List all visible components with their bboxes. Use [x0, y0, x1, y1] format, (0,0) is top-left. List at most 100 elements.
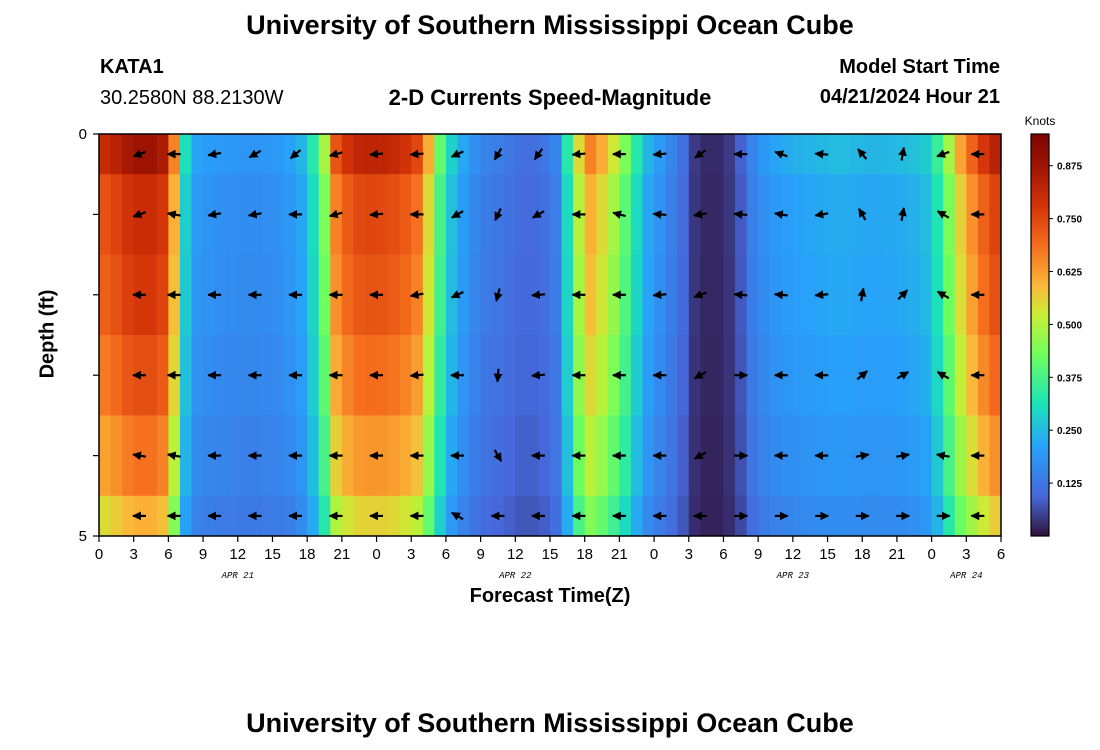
heatmap-cell [260, 254, 274, 336]
heatmap-cell [388, 254, 401, 336]
heatmap-cell [307, 335, 320, 416]
heatmap-cell [388, 134, 401, 175]
heatmap-cell [954, 335, 967, 416]
colorbar-tick-label: 0.375 [1057, 373, 1082, 384]
heatmap-cell [434, 254, 447, 336]
heatmap-cell [839, 335, 852, 416]
heatmap-cell [954, 415, 967, 497]
heatmap-cell [804, 495, 817, 536]
heatmap-cell [226, 134, 239, 175]
heatmap-cell [711, 174, 725, 256]
heatmap-cell [596, 174, 609, 256]
x-tick-label: 12 [507, 546, 524, 563]
current-arrow [409, 290, 424, 299]
heatmap-cell [260, 415, 274, 497]
heatmap-cell [723, 254, 736, 336]
heatmap-cell [723, 134, 736, 175]
x-tick-label: 21 [334, 546, 351, 563]
heatmap-cell [792, 335, 806, 416]
heatmap-cell [503, 335, 516, 416]
heatmap-cell [179, 415, 193, 497]
heatmap-cell [677, 134, 690, 175]
heatmap-cell [989, 495, 1001, 536]
heatmap-cell [943, 254, 956, 336]
current-arrow [652, 210, 667, 219]
heatmap-cell [850, 254, 863, 336]
heatmap-cell [226, 495, 239, 536]
heatmap-cell [920, 254, 933, 336]
heatmap-cell [792, 134, 806, 175]
heatmap-cell [434, 174, 447, 256]
heatmap-cell [388, 495, 401, 536]
current-arrow [693, 290, 707, 299]
x-tick-label: 6 [442, 546, 450, 563]
model-start-value: 04/21/2024 Hour 21 [819, 86, 1000, 108]
heatmap-cell [145, 415, 158, 497]
heatmap-cell [341, 254, 355, 336]
page-title: University of Southern Mississippi Ocean… [246, 10, 854, 40]
heatmap-cell [307, 254, 320, 336]
heatmap-cell [630, 134, 644, 175]
heatmap-cell [99, 495, 112, 536]
heatmap-cell [920, 134, 933, 175]
heatmap-cell [723, 415, 736, 497]
current-arrow [814, 209, 829, 219]
heatmap-cell [156, 415, 169, 497]
heatmap-cell [827, 335, 840, 416]
heatmap-cell [746, 134, 759, 175]
heatmap-cell [584, 495, 597, 536]
heatmap-cell [873, 254, 886, 336]
heatmap-cell [341, 335, 355, 416]
heatmap-cell [700, 415, 713, 497]
heatmap-cell [399, 415, 412, 497]
heatmap-cell [746, 254, 759, 336]
heatmap-cell [422, 134, 435, 175]
y-tick-label: 5 [79, 528, 87, 545]
heatmap-cell [758, 254, 771, 336]
heatmap-cell [677, 335, 690, 416]
heatmap-cell [677, 174, 690, 256]
current-arrow [858, 208, 867, 221]
station-location: 30.2580N 88.2130W [100, 87, 284, 109]
current-arrow [409, 149, 424, 159]
heatmap-cell [839, 495, 852, 536]
chart-title: 2-D Currents Speed-Magnitude [388, 85, 712, 110]
colorbar-ramp [1030, 133, 1050, 537]
current-arrow [857, 287, 867, 302]
current-arrow [855, 451, 870, 461]
heatmap-cell [677, 254, 690, 336]
heatmap-cell [260, 335, 274, 416]
current-arrow [494, 208, 503, 222]
heatmap-cell [122, 415, 135, 497]
heatmap-cell [179, 134, 193, 175]
heatmap-cell [954, 174, 967, 256]
current-arrow [571, 149, 586, 159]
heatmap-cell [989, 254, 1001, 336]
heatmap-cell [503, 134, 516, 175]
heatmap-cell [642, 335, 655, 416]
heatmap-cell [480, 174, 493, 256]
current-arrow [248, 149, 262, 159]
x-tick-label: 0 [927, 546, 935, 563]
x-tick-label: 18 [299, 546, 316, 563]
heatmap-cell [885, 174, 898, 256]
heatmap-cell [839, 134, 852, 175]
heatmap-cell [122, 495, 135, 536]
current-arrow [733, 210, 748, 219]
x-tick-label: 15 [264, 546, 281, 563]
heatmap-cell [156, 174, 169, 256]
heatmap-cell [746, 495, 759, 536]
heatmap-cell [804, 134, 817, 175]
current-arrow [774, 150, 788, 159]
current-arrow [936, 370, 950, 380]
heatmap-cell [191, 335, 204, 416]
heatmap-cell [827, 415, 840, 497]
heatmap-cell [839, 254, 852, 336]
heatmap-cell [110, 174, 123, 256]
heatmap-cell [122, 174, 135, 256]
date-labels: APR 21 APR 22 APR 23 APR 24 [221, 571, 983, 581]
heatmap-cell [758, 335, 771, 416]
current-arrow [328, 149, 343, 158]
current-arrow [898, 207, 907, 221]
current-arrow [132, 209, 146, 219]
